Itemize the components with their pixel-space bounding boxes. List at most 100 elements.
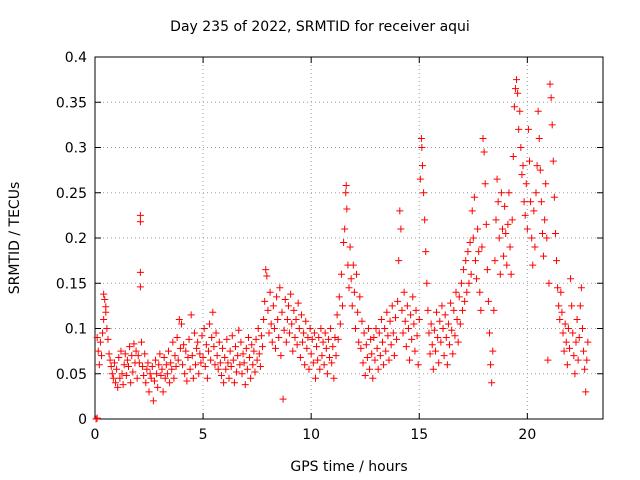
data-point (249, 361, 257, 369)
data-point (331, 334, 339, 342)
data-point (509, 153, 517, 161)
data-point (321, 329, 329, 337)
data-point (394, 297, 402, 305)
data-point (152, 356, 160, 364)
data-point (398, 306, 406, 314)
data-point (315, 334, 323, 342)
data-point (452, 288, 460, 296)
data-point (107, 363, 115, 371)
data-point (343, 205, 351, 213)
data-point (462, 257, 470, 265)
ticks: 0 0.05 0.1 0.15 0.2 0.25 0.3 0.35 0.4 0 5 10 15 20 (56, 50, 603, 443)
data-point (156, 350, 164, 358)
data-point (503, 261, 511, 269)
data-point (252, 335, 260, 343)
data-point (219, 344, 227, 352)
data-point (507, 270, 515, 278)
data-point (426, 350, 434, 358)
data-point (322, 344, 330, 352)
data-point (382, 347, 390, 355)
data-point (170, 374, 178, 382)
data-point (305, 365, 313, 373)
data-point (443, 361, 451, 369)
data-point (366, 365, 374, 373)
data-point (284, 302, 292, 310)
data-point (290, 306, 298, 314)
x-tick-label: 10 (302, 427, 320, 443)
data-point (172, 363, 180, 371)
data-point (239, 350, 247, 358)
data-point (448, 326, 456, 334)
data-point (140, 372, 148, 380)
data-point (283, 315, 291, 323)
data-point (520, 198, 528, 206)
data-point (425, 329, 433, 337)
data-point (359, 359, 367, 367)
data-point (135, 359, 143, 367)
data-point (171, 352, 179, 360)
data-point (519, 162, 527, 170)
data-point (169, 338, 177, 346)
data-point (429, 365, 437, 373)
data-point (504, 220, 512, 228)
data-point (421, 216, 429, 224)
data-point (280, 326, 288, 334)
x-tick-label: 0 (91, 427, 100, 443)
data-point (466, 239, 474, 247)
data-point (385, 356, 393, 364)
data-point (407, 311, 415, 319)
data-point (130, 340, 138, 348)
data-point (154, 383, 162, 391)
data-point (440, 352, 448, 360)
data-point (441, 311, 449, 319)
data-point (309, 359, 317, 367)
data-point (243, 365, 251, 373)
data-point (418, 162, 426, 170)
data-point (468, 207, 476, 215)
data-point (92, 415, 100, 423)
data-point (193, 344, 201, 352)
data-point (201, 363, 209, 371)
data-point (337, 270, 345, 278)
data-point (188, 352, 196, 360)
data-point (215, 338, 223, 346)
data-point (521, 211, 529, 219)
data-point (528, 234, 536, 242)
data-point (540, 252, 548, 260)
data-point (423, 279, 431, 287)
data-point (234, 352, 242, 360)
data-point (494, 198, 502, 206)
data-point (220, 379, 228, 387)
data-point (384, 332, 392, 340)
data-point (248, 341, 256, 349)
data-point (571, 370, 579, 378)
data-point (486, 329, 494, 337)
data-point (555, 302, 563, 310)
data-point (244, 334, 252, 342)
data-point (265, 329, 273, 337)
data-point (451, 332, 459, 340)
data-point (495, 234, 503, 242)
data-point (523, 225, 531, 233)
y-tick-label: 0.05 (56, 367, 87, 383)
data-point (149, 397, 157, 405)
data-point (264, 306, 272, 314)
data-point (114, 383, 122, 391)
data-point (173, 334, 181, 342)
data-point (567, 275, 575, 283)
data-point (141, 350, 149, 358)
data-point (460, 266, 468, 274)
data-point (139, 363, 147, 371)
data-point (546, 80, 554, 88)
data-point (137, 338, 145, 346)
data-point (584, 338, 592, 346)
x-tick-label: 15 (410, 427, 428, 443)
data-point (375, 329, 383, 337)
data-point (120, 361, 128, 369)
data-point (436, 317, 444, 325)
data-point (354, 308, 362, 316)
data-point (450, 306, 458, 314)
data-point (397, 225, 405, 233)
data-point (374, 365, 382, 373)
